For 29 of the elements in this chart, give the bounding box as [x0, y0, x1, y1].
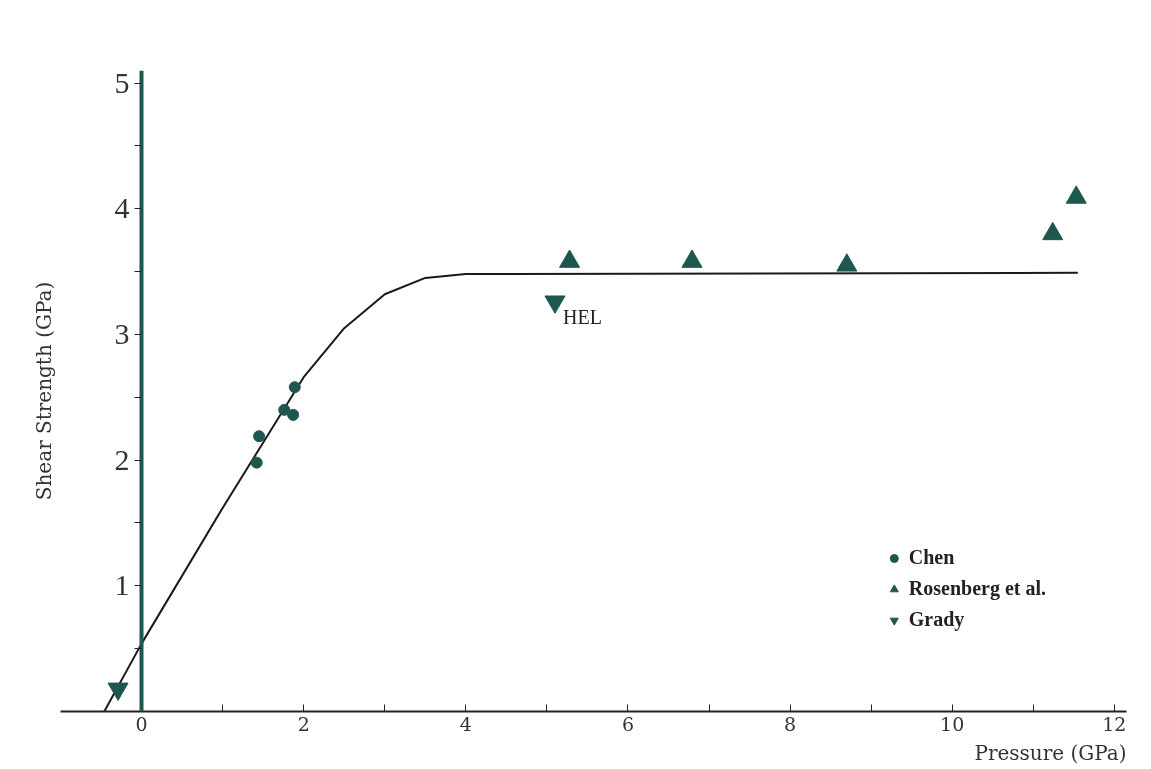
point — [107, 682, 129, 701]
y-tick-label: 1 — [114, 568, 130, 602]
x-axis-title: Pressure (GPa) — [974, 740, 1127, 765]
x-tick-label: 12 — [1102, 712, 1127, 735]
x-tick-label: 4 — [459, 712, 472, 735]
point — [253, 430, 266, 443]
point — [559, 249, 581, 268]
y-tick-label: 2 — [114, 442, 130, 476]
x-tick-label: 0 — [135, 712, 148, 735]
y-tick-label: 5 — [114, 65, 130, 99]
x-tick-label: 2 — [297, 712, 310, 735]
annotation: HEL — [562, 305, 602, 328]
y-tick-label: 3 — [114, 316, 130, 350]
x-tick-label: 8 — [784, 712, 797, 735]
legend-label: Grady — [908, 608, 965, 631]
point — [288, 381, 301, 394]
x-tick-label: 6 — [621, 712, 634, 735]
x-tick-label: 10 — [940, 712, 965, 735]
point — [287, 408, 300, 421]
point — [681, 249, 703, 268]
legend-label: Chen — [908, 546, 955, 569]
point — [278, 403, 291, 416]
y-axis-title: Shear Strength (GPa) — [31, 281, 56, 501]
y-tick-label: 4 — [114, 191, 130, 225]
point — [836, 253, 858, 272]
legend-label: Rosenberg et al. — [908, 577, 1046, 600]
point — [1065, 185, 1087, 204]
point — [1042, 221, 1064, 241]
point — [250, 456, 263, 469]
